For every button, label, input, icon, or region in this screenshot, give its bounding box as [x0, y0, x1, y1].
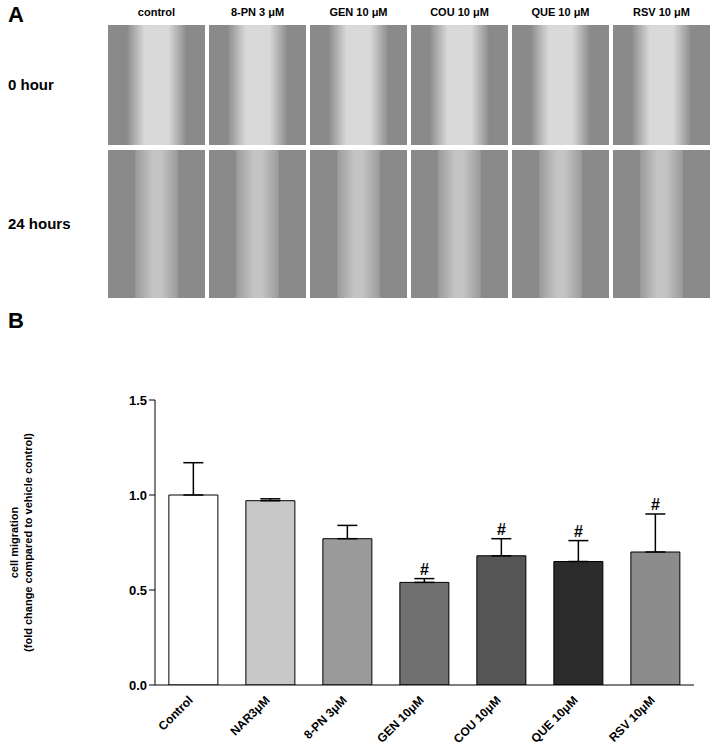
svg-text:#: #	[420, 561, 429, 578]
svg-text:NAR3μM: NAR3μM	[227, 693, 272, 738]
svg-text:1.0: 1.0	[129, 488, 147, 503]
svg-text:cell migration: cell migration	[8, 506, 20, 578]
svg-text:0.0: 0.0	[129, 678, 147, 693]
svg-text:8-PN 3μM: 8-PN 3μM	[301, 693, 350, 742]
svg-text:RSV 10 μM: RSV 10 μM	[633, 6, 690, 18]
svg-text:QUE 10 μM: QUE 10 μM	[531, 6, 589, 18]
svg-text:control: control	[138, 6, 175, 18]
svg-text:8-PN 3 μM: 8-PN 3 μM	[231, 6, 284, 18]
svg-text:Control: Control	[156, 693, 196, 733]
svg-text:QUE 10μM: QUE 10μM	[528, 693, 580, 745]
svg-text:A: A	[8, 2, 24, 27]
svg-text:GEN 10μM: GEN 10μM	[374, 693, 426, 745]
svg-text:RSV 10μM: RSV 10μM	[606, 693, 657, 744]
svg-text:24 hours: 24 hours	[8, 215, 71, 232]
svg-text:COU 10 μM: COU 10 μM	[430, 6, 489, 18]
svg-text:(fold change compared to vehic: (fold change compared to vehicle control…	[22, 433, 34, 652]
svg-text:0.5: 0.5	[129, 583, 147, 598]
svg-text:GEN 10 μM: GEN 10 μM	[329, 6, 387, 18]
svg-text:#: #	[497, 521, 506, 538]
html-text:B: B	[8, 308, 24, 333]
svg-text:COU 10μM: COU 10μM	[451, 693, 504, 746]
svg-text:#: #	[574, 523, 583, 540]
svg-text:0 hour: 0 hour	[8, 76, 54, 93]
svg-text:1.5: 1.5	[129, 393, 147, 408]
svg-text:#: #	[651, 496, 660, 513]
